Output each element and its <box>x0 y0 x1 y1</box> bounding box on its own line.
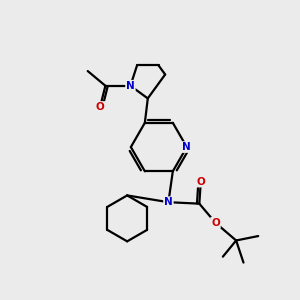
Text: O: O <box>96 102 104 112</box>
Text: N: N <box>164 197 173 207</box>
Text: N: N <box>182 142 191 152</box>
Text: O: O <box>196 177 205 187</box>
Text: N: N <box>126 81 135 91</box>
Text: O: O <box>211 218 220 228</box>
